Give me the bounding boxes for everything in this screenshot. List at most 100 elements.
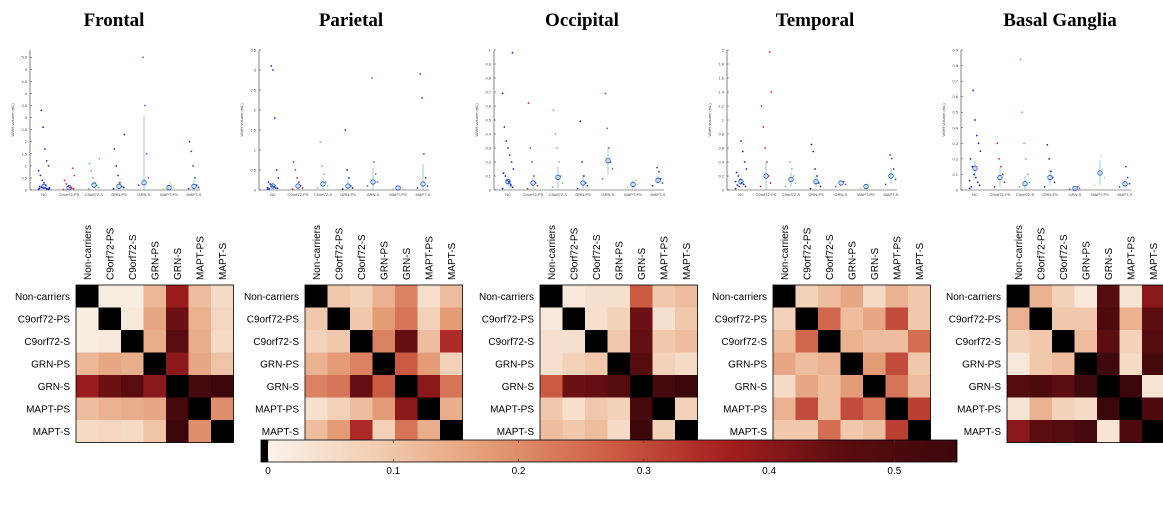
scatter-plot: 0 0.5 1 1.5 2 2.5 3 3.5 4 4.5 5 5.5 WMH volume (mL) N… [10,50,202,197]
data-point [172,186,175,189]
heatmap-cell [562,375,586,398]
heatmap-cell [607,397,631,421]
column-label: MAPT-PS [195,236,206,280]
row-label: Non-carriers [946,292,1001,303]
heatmap-cell [440,397,463,421]
x-tick-label: GRN-S [602,192,615,197]
data-point [844,183,847,186]
data-point [424,177,427,179]
data-point [737,175,740,177]
heatmap-cell [630,352,653,376]
mean-marker [270,183,276,189]
data-point [88,162,91,165]
heatmap-cell [440,375,463,398]
x-tick-label: NC [505,192,511,197]
y-axis-label: WMH volume (mL) [707,103,712,137]
row-label: GRN-S [735,382,768,393]
data-point [266,188,269,191]
heatmap-cell [1142,352,1163,376]
heatmap-cell [372,375,396,398]
heatmap-cell [652,397,676,421]
data-point [192,164,195,167]
heatmap-border [1006,284,1163,443]
data-point [606,127,608,130]
x-tick-label: GRN-S [835,192,848,197]
heatmap-cell [773,352,796,376]
data-point [734,180,737,183]
heatmap-cell [818,285,841,308]
x-tick-label: MAPT-S [651,192,666,197]
mean-marker [116,183,122,190]
heatmap-cell [908,307,931,331]
heatmap-cell [652,375,676,398]
heatmap-cell [652,330,676,353]
data-point [764,147,766,149]
heatmap-cell [863,285,886,308]
y-tick-label: 5 [25,67,28,72]
heatmap-cell [372,397,396,421]
y-tick-label: 0.5 [952,110,958,115]
heatmap-cell [1029,330,1053,353]
heatmap-cell [675,285,698,308]
heatmap-cell [143,420,167,443]
data-point [891,157,893,160]
data-point [1043,185,1046,188]
heatmap-cell [395,397,418,421]
data-point [374,173,377,175]
heatmap-cell [350,375,373,398]
data-point [552,109,555,112]
column-label: GRN-PS [614,241,625,280]
heatmap-cell [1142,330,1163,353]
x-tick-label: C9orf72-S [1016,192,1035,197]
data-point [63,179,66,182]
column-label: MAPT-S [915,242,926,280]
heatmap-cell [211,352,234,376]
heatmap-cell [188,352,212,376]
heatmap-cell [540,420,563,443]
mean-marker [1022,181,1028,187]
heatmap-cell [908,285,931,308]
colorbar-tick-label: 0.5 [887,466,902,477]
heatmap-cell [188,420,212,443]
heatmap-cell [372,352,396,376]
data-point [373,161,375,163]
mean-marker [1047,174,1053,181]
column-label: GRN-PS [1081,241,1092,280]
data-point [276,187,279,190]
heatmap-cell [372,285,396,308]
heatmap-cell [1074,285,1098,308]
heatmap-cell [818,307,841,331]
colorbar-fill [260,439,958,463]
heatmap-cell [166,397,189,421]
y-tick-label: 1.2 [718,104,724,109]
data-point [1025,157,1027,160]
y-tick-label: 0 [25,188,28,193]
data-point [1068,188,1071,191]
data-point [190,150,193,153]
heatmap-cell [121,330,144,353]
heatmap-cell [607,307,631,331]
heatmap-cell [1029,397,1053,421]
data-point [44,148,46,150]
data-point [1053,181,1056,184]
y-tick-label: 0.4 [485,132,491,137]
mean-marker [788,176,794,183]
data-point [1026,173,1029,176]
data-point [197,186,200,189]
region-title: Occipital [545,10,619,31]
heatmap-cell [562,397,586,421]
heatmap-cell [773,307,796,331]
data-point [601,177,604,180]
data-point [292,161,295,163]
data-point [277,177,280,179]
data-point [301,187,304,189]
heatmap-cell [166,330,189,353]
data-point [766,161,768,163]
x-tick-label: MAPT-S [416,192,431,197]
x-tick-label: C9orf72-PS [990,192,1011,197]
mean-marker [630,181,636,188]
heatmap-cell [585,420,608,443]
column-label: C9orf72-S [592,234,603,280]
y-tick-label: 1.5 [21,151,27,156]
data-point [1093,184,1096,187]
